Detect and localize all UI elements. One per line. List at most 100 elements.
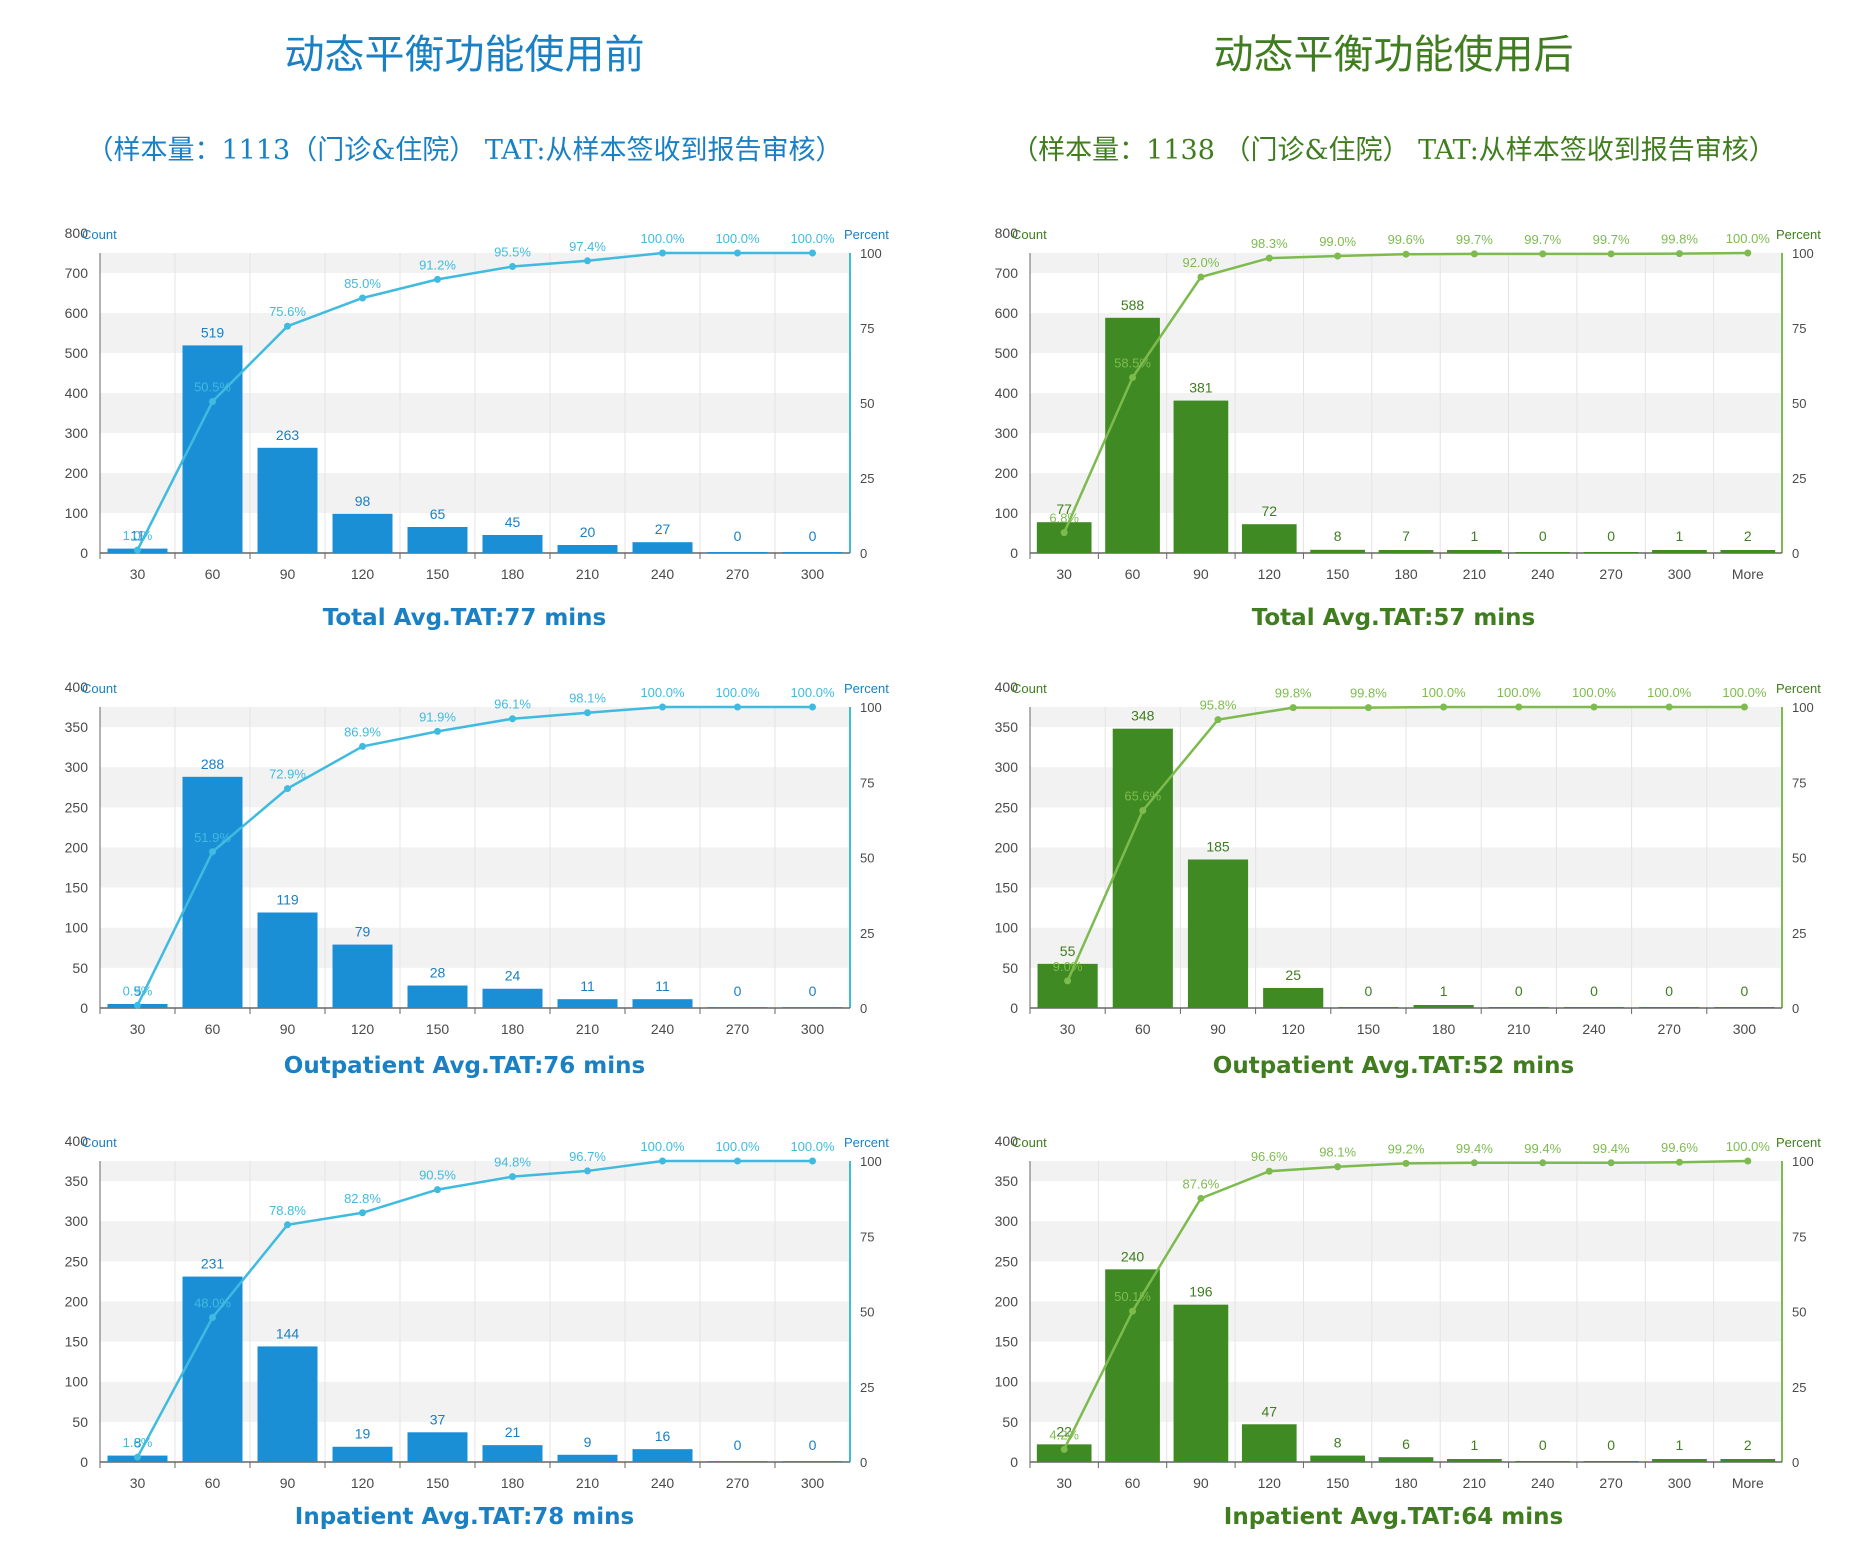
x-tick-label: 120 [1258, 566, 1282, 582]
bar-value-label: 21 [505, 1424, 521, 1440]
bar [1720, 550, 1776, 553]
x-tick-label: 210 [1507, 1021, 1531, 1037]
cumulative-label: 99.7% [1593, 232, 1630, 247]
left-tick-label: 150 [65, 1334, 89, 1350]
bar [1447, 550, 1502, 553]
cumulative-point [734, 703, 741, 711]
bar [1378, 550, 1434, 553]
bar-value-label: 0 [1365, 983, 1373, 999]
bar-value-label: 45 [505, 514, 521, 530]
cumulative-point [809, 1157, 816, 1165]
right-axis-label: Percent [844, 681, 889, 696]
cumulative-label: 86.9% [344, 724, 381, 739]
bar [182, 345, 243, 553]
cumulative-label: 1.6% [123, 1435, 153, 1450]
left-tick-label: 150 [65, 880, 89, 896]
x-tick-label: More [1732, 1475, 1764, 1491]
cumulative-point [1607, 1159, 1615, 1167]
cumulative-label: 100.0% [1722, 685, 1767, 700]
bar [1714, 1007, 1775, 1008]
caption-outpatient-after: Outpatient Avg.TAT:52 mins [1212, 1053, 1575, 1079]
bar-value-label: 47 [1261, 1403, 1277, 1419]
x-tick-label: 120 [1258, 1475, 1282, 1491]
left-tick-label: 400 [65, 679, 89, 695]
bar [1515, 1461, 1571, 1462]
x-tick-label: 30 [130, 566, 146, 582]
cumulative-label: 97.4% [569, 239, 606, 254]
bar [632, 542, 693, 553]
bar-value-label: 24 [505, 968, 521, 984]
cumulative-point [584, 709, 591, 717]
bar-value-label: 288 [201, 756, 225, 772]
x-tick-label: 150 [426, 566, 450, 582]
bar-value-label: 196 [1189, 1284, 1213, 1300]
left-tick-label: 200 [65, 1293, 89, 1309]
bar [707, 552, 768, 553]
before-title: 动态平衡功能使用前 [284, 32, 645, 78]
left-tick-label: 350 [995, 719, 1019, 735]
bar-value-label: 0 [734, 983, 742, 999]
left-axis-label: Count [82, 227, 117, 242]
left-axis-label: Count [82, 681, 117, 696]
chart-4: 050100150200250300350400Count0255075100P… [65, 1133, 890, 1491]
left-tick-label: 50 [72, 1414, 88, 1430]
x-tick-label: 270 [1599, 566, 1623, 582]
cumulative-label: 48.0% [194, 1296, 231, 1311]
bar [707, 1461, 768, 1462]
x-tick-label: 240 [651, 1475, 675, 1491]
left-tick-label: 200 [995, 1293, 1019, 1309]
x-tick-label: 60 [205, 1021, 221, 1037]
bar-value-label: 9 [584, 1434, 592, 1450]
cumulative-label: 75.6% [269, 304, 306, 319]
cumulative-point [1129, 1307, 1137, 1315]
cumulative-point [1139, 807, 1147, 815]
bar [1036, 1444, 1092, 1462]
cumulative-point [1129, 374, 1137, 381]
before-subtitle: （样本量：1113（门诊&住院） TAT:从样本签收到报告审核） [86, 135, 843, 166]
cumulative-point [284, 322, 291, 330]
bar-value-label: 98 [355, 493, 371, 509]
left-tick-label: 50 [72, 960, 88, 976]
x-tick-label: 210 [576, 566, 600, 582]
bar [1241, 1424, 1297, 1462]
cumulative-label: 99.4% [1524, 1141, 1561, 1156]
bar [1720, 1459, 1776, 1462]
bar [1447, 1459, 1502, 1462]
bar [482, 1445, 543, 1462]
bar [632, 1449, 693, 1462]
bar-value-label: 0 [1539, 1437, 1547, 1453]
bar [257, 1346, 318, 1462]
left-tick-label: 0 [1010, 1000, 1018, 1016]
cumulative-label: 9.0% [1053, 959, 1083, 974]
bar [782, 1461, 843, 1462]
cumulative-point [134, 546, 141, 554]
chart-5: 050100150200250300350400Count0255075100P… [995, 1133, 1822, 1491]
bar-value-label: 0 [809, 983, 817, 999]
left-axis-label: Count [1012, 681, 1047, 696]
left-tick-label: 500 [995, 345, 1019, 361]
bar-value-label: 1 [1470, 528, 1478, 544]
x-tick-label: 300 [801, 1021, 825, 1037]
cumulative-point [1675, 250, 1683, 258]
right-axis-label: Percent [1776, 1135, 1821, 1150]
x-tick-label: 240 [1531, 1475, 1555, 1491]
right-tick-label: 100 [860, 700, 882, 715]
bar [482, 535, 543, 553]
cumulative-point [509, 263, 516, 270]
bar-value-label: 25 [1285, 967, 1301, 983]
left-tick-label: 300 [65, 759, 89, 775]
x-tick-label: 240 [651, 1021, 675, 1037]
cumulative-label: 100.0% [640, 1139, 685, 1154]
chart-2: 050100150200250300350400Count0255075100P… [65, 679, 890, 1037]
bar-value-label: 2 [1744, 528, 1752, 544]
cumulative-label: 95.5% [494, 245, 531, 260]
bar-value-label: 0 [734, 528, 742, 544]
cumulative-label: 100.0% [1726, 231, 1771, 246]
x-tick-label: 120 [351, 1021, 375, 1037]
cumulative-label: 100.0% [1497, 685, 1542, 700]
grid-band [1030, 1161, 1782, 1182]
right-tick-label: 50 [860, 396, 874, 411]
cumulative-label: 65.6% [1124, 789, 1161, 804]
x-tick-label: 90 [280, 1475, 296, 1491]
left-tick-label: 400 [995, 385, 1019, 401]
